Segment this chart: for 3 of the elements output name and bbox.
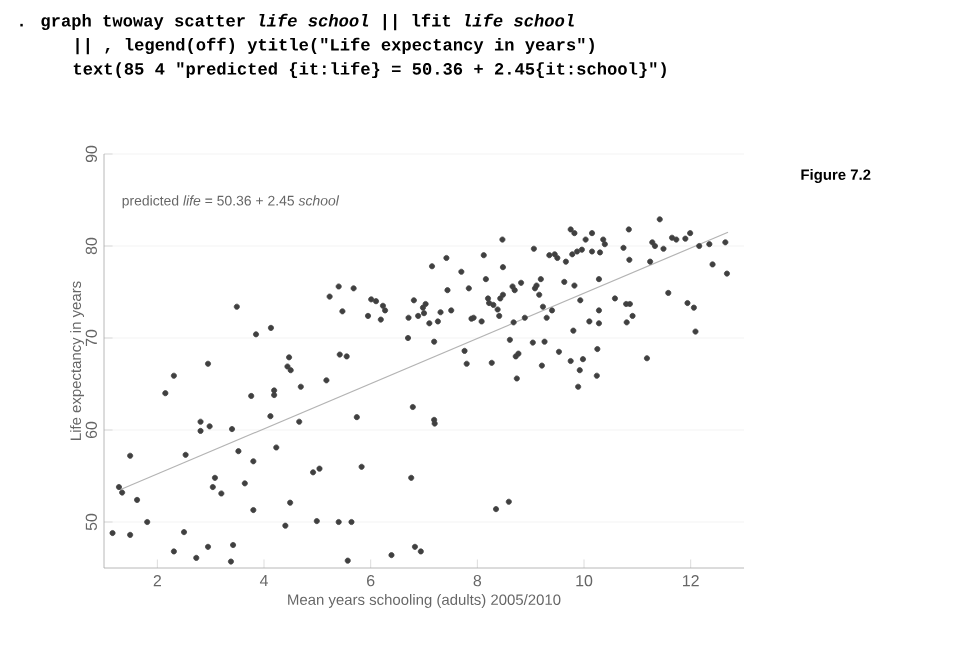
text: || , legend(off) ytitle("Life expectancy in years"): [76, 37, 594, 55]
text: text(85 4 "predicted {it:life} = 50.36 + 2.45{it:school}"): [73, 61, 666, 79]
text: . graph twoway scatter life school || lfit life school: [20, 13, 574, 31]
